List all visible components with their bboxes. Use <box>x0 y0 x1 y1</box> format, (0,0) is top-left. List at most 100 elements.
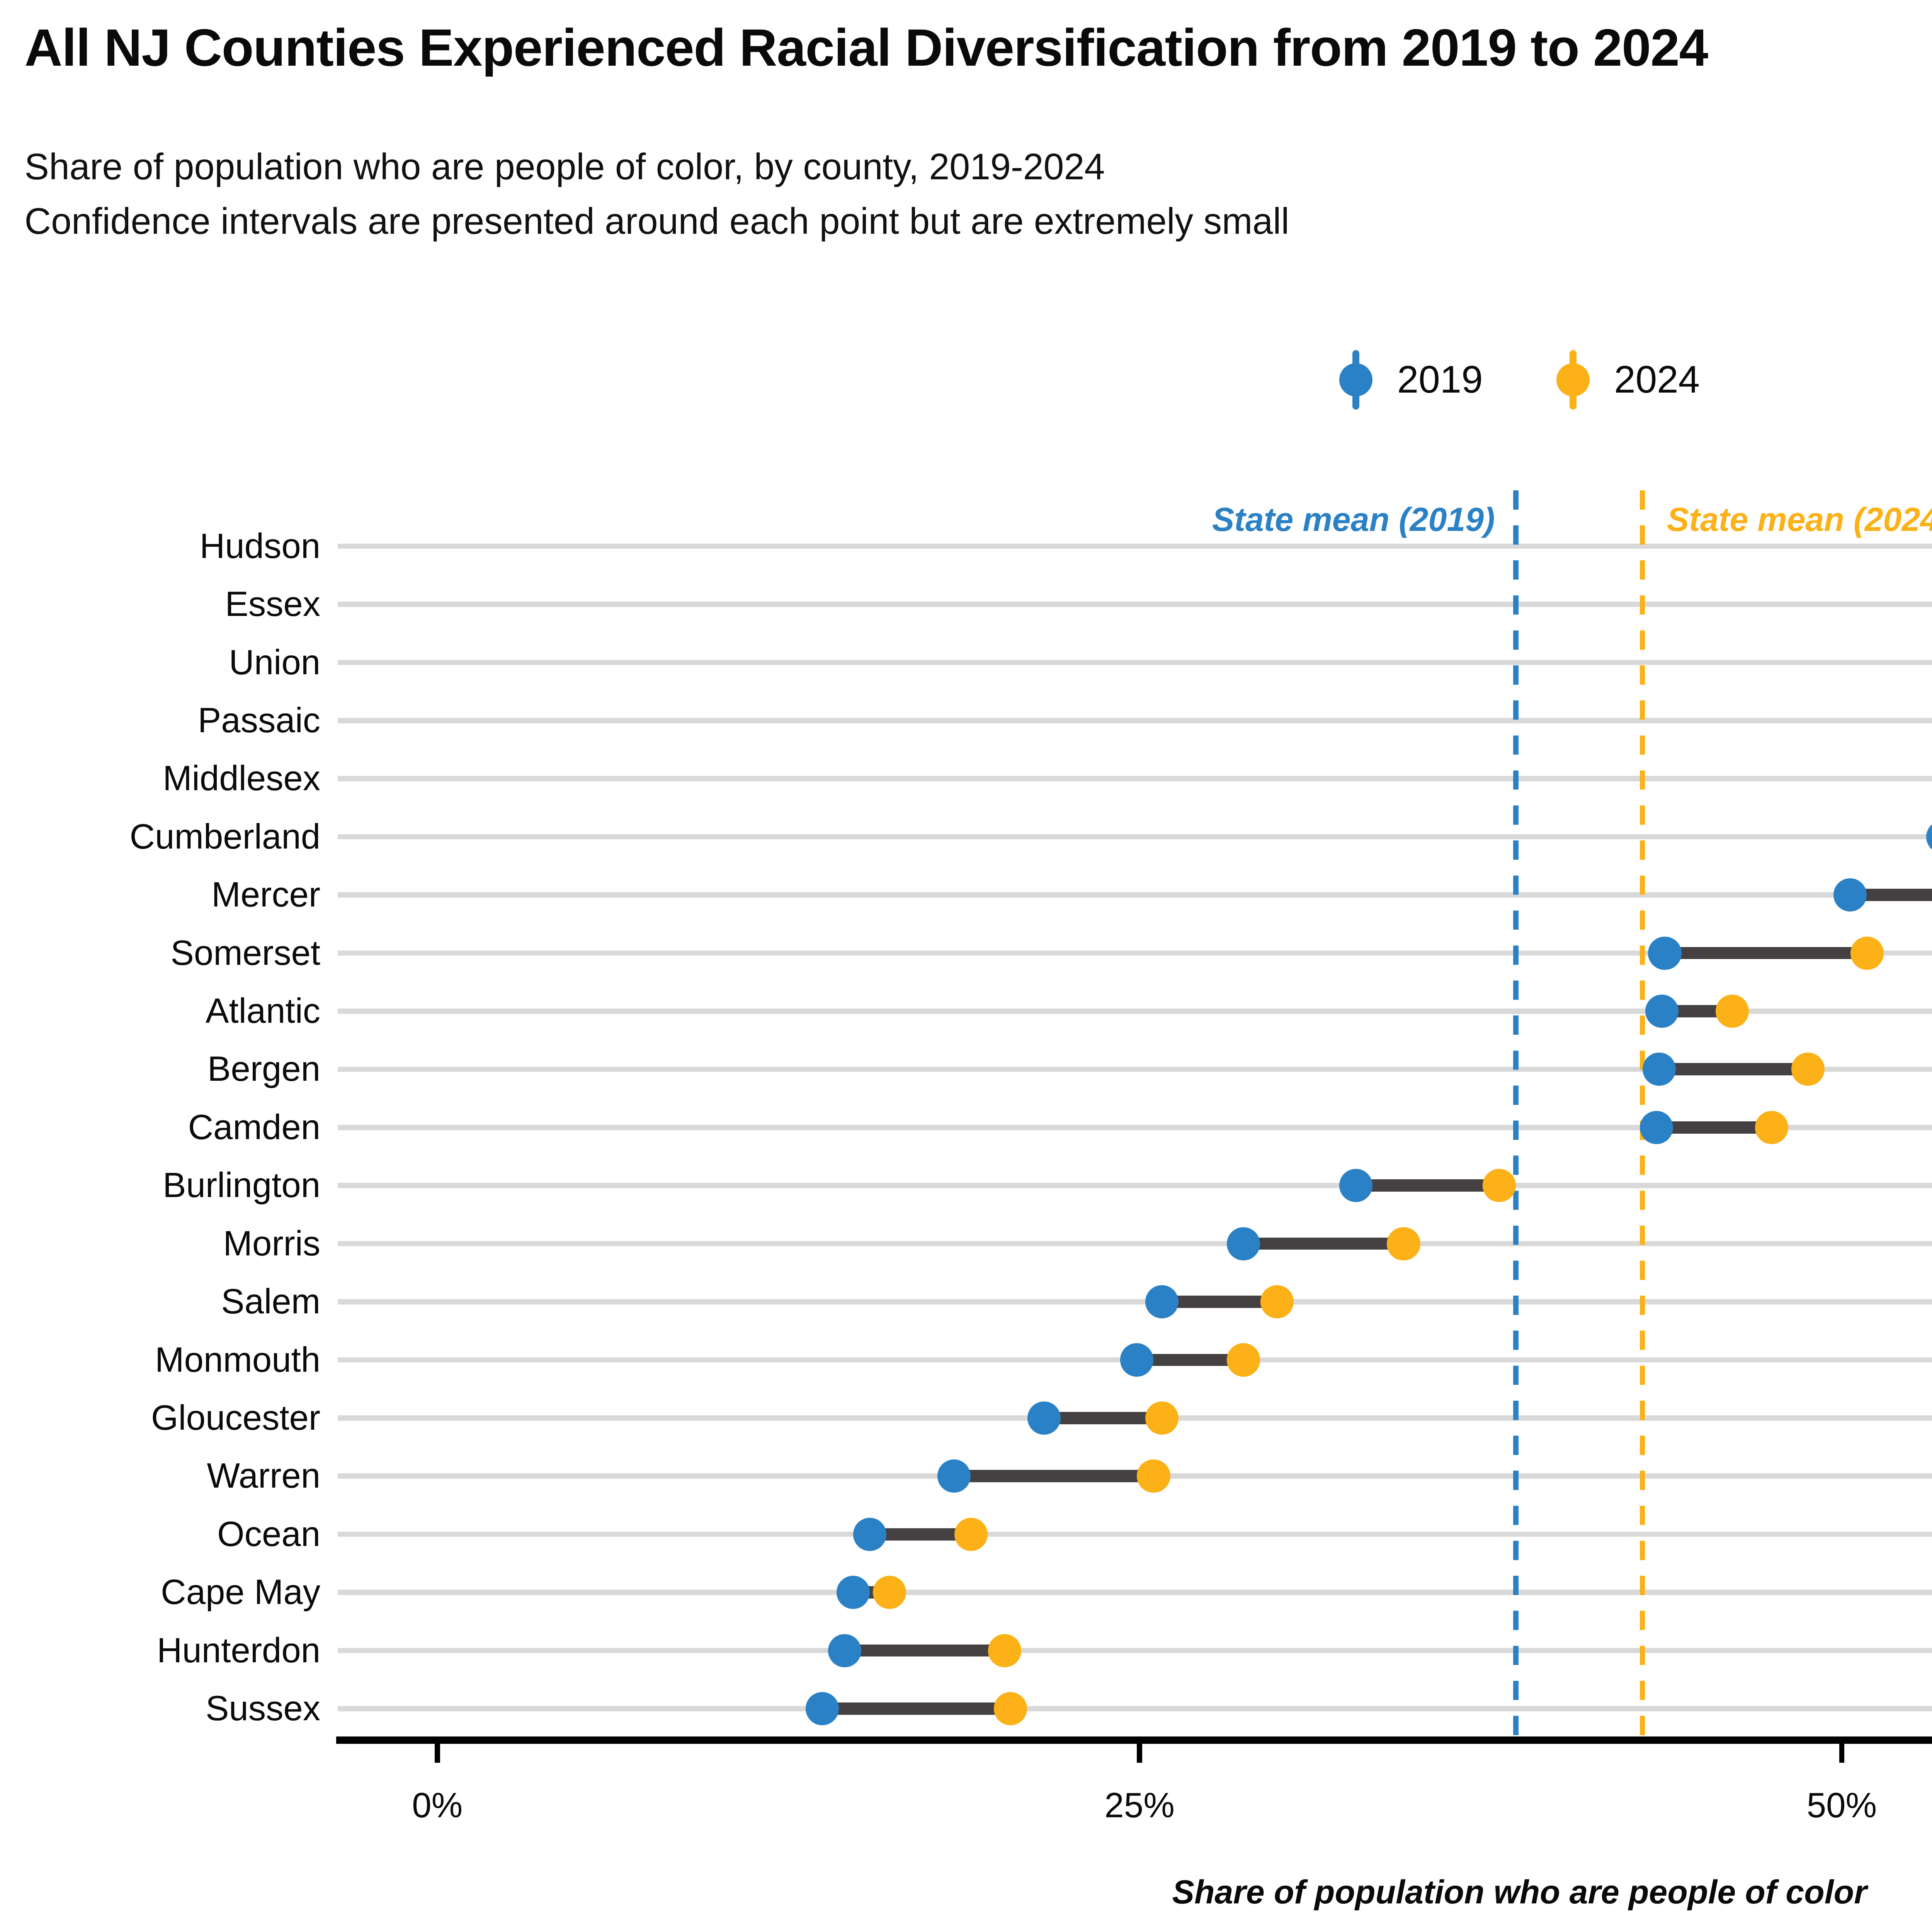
connector-bar <box>822 1702 1010 1715</box>
chart-subtitle-line1: Share of population who are people of co… <box>24 146 1105 188</box>
dot-2019 <box>1926 820 1932 854</box>
dot-2024 <box>1482 1169 1516 1202</box>
county-label-cumberland: Cumberland <box>129 817 321 856</box>
county-label-ocean: Ocean <box>217 1514 321 1554</box>
row-gridline <box>338 1183 1932 1188</box>
dot-2024 <box>1227 1343 1260 1377</box>
chart-subtitle: Share of population who are people of co… <box>24 140 1289 248</box>
dot-2024 <box>1755 1111 1788 1144</box>
legend-dot-icon <box>1556 363 1590 397</box>
connector-bar <box>1136 1354 1244 1366</box>
dot-2019 <box>1645 994 1679 1028</box>
x-tick <box>434 1743 440 1763</box>
county-label-union: Union <box>229 643 321 682</box>
dot-2024 <box>1791 1053 1825 1086</box>
dot-2024 <box>1715 994 1749 1028</box>
county-label-atlantic: Atlantic <box>205 992 321 1031</box>
county-label-monmouth: Monmouth <box>155 1340 321 1379</box>
county-label-passaic: Passaic <box>197 701 321 740</box>
dot-2019 <box>836 1576 870 1609</box>
dot-2019 <box>1120 1343 1153 1377</box>
dot-2019 <box>1833 878 1867 912</box>
dot-2019 <box>828 1634 861 1667</box>
dot-2024 <box>988 1634 1022 1667</box>
connector-bar <box>1659 1063 1808 1076</box>
county-label-sussex: Sussex <box>205 1689 321 1728</box>
county-label-hudson: Hudson <box>199 526 321 566</box>
row-gridline <box>338 1590 1932 1595</box>
dot-2019 <box>1639 1111 1673 1144</box>
row-gridline <box>338 776 1932 782</box>
connector-bar <box>1044 1412 1162 1424</box>
row-gridline <box>338 950 1932 956</box>
x-tick-label: 50% <box>1806 1786 1877 1825</box>
dot-2024 <box>993 1692 1027 1725</box>
row-gridline <box>338 834 1932 840</box>
row-gridline <box>338 1648 1932 1653</box>
legend-item-2019: 2019 <box>1339 350 1483 410</box>
dot-2024 <box>1387 1227 1420 1260</box>
dot-2019 <box>805 1692 839 1725</box>
x-tick <box>1839 1743 1845 1763</box>
connector-bar <box>1243 1237 1404 1250</box>
legend-label-2019: 2019 <box>1397 358 1483 401</box>
connector-bar <box>954 1470 1154 1483</box>
dot-2019 <box>937 1459 971 1493</box>
row-gridline <box>338 1241 1932 1247</box>
legend-item-2024: 2024 <box>1556 350 1700 410</box>
dot-2024 <box>1850 936 1884 970</box>
dot-2024 <box>1137 1459 1170 1493</box>
connector-bar <box>844 1644 1005 1657</box>
row-gridline <box>338 602 1932 607</box>
connector-bar <box>870 1528 971 1541</box>
legend-label-2024: 2024 <box>1614 358 1700 401</box>
chart-subtitle-line2: Confidence intervals are presented aroun… <box>24 201 1289 242</box>
row-gridline <box>338 543 1932 549</box>
county-label-bergen: Bergen <box>207 1049 321 1089</box>
dot-2019 <box>1642 1053 1676 1086</box>
county-label-cape-may: Cape May <box>161 1573 321 1612</box>
row-gridline <box>338 1531 1932 1537</box>
county-label-gloucester: Gloucester <box>151 1398 321 1437</box>
row-gridline <box>338 1124 1932 1130</box>
x-tick-label: 25% <box>1104 1786 1175 1825</box>
dot-2024 <box>873 1576 906 1609</box>
x-axis-title: Share of population who are people of co… <box>1172 1873 1867 1911</box>
dot-2024 <box>1260 1285 1294 1319</box>
row-gridline <box>338 1009 1932 1014</box>
row-gridline <box>338 1299 1932 1304</box>
dot-2019 <box>1648 936 1682 970</box>
connector-bar <box>1355 1179 1499 1192</box>
state-mean-label-2024: State mean (2024) <box>1667 501 1932 539</box>
x-tick-label: 0% <box>412 1786 463 1825</box>
dot-2019 <box>1227 1227 1260 1260</box>
row-gridline <box>338 718 1932 723</box>
county-label-middlesex: Middlesex <box>163 759 321 798</box>
county-label-somerset: Somerset <box>170 933 321 973</box>
legend: 2019 2024 <box>338 349 1932 412</box>
dot-2019 <box>1027 1401 1061 1435</box>
dot-2019 <box>1145 1285 1179 1319</box>
dot-2024 <box>954 1517 988 1551</box>
county-label-burlington: Burlington <box>163 1166 321 1205</box>
dot-2024 <box>1145 1401 1179 1435</box>
x-tick <box>1137 1743 1142 1763</box>
county-label-mercer: Mercer <box>211 875 321 915</box>
county-label-essex: Essex <box>225 585 321 624</box>
row-gridline <box>338 1066 1932 1072</box>
county-label-morris: Morris <box>223 1224 321 1263</box>
state-mean-line-2019 <box>1513 490 1519 1737</box>
row-gridline <box>338 1706 1932 1711</box>
row-gridline <box>338 892 1932 898</box>
legend-dot-icon <box>1339 363 1373 397</box>
connector-bar <box>1656 1121 1772 1134</box>
state-mean-line-2024 <box>1639 490 1645 1737</box>
row-gridline <box>338 660 1932 665</box>
chart-title: All NJ Counties Experienced Racial Diver… <box>24 18 1708 77</box>
x-axis-line <box>336 1736 1932 1744</box>
state-mean-label-2019: State mean (2019) <box>1212 501 1495 539</box>
connector-bar <box>1162 1296 1277 1308</box>
county-label-hunterdon: Hunterdon <box>156 1631 321 1670</box>
county-label-warren: Warren <box>207 1456 321 1496</box>
